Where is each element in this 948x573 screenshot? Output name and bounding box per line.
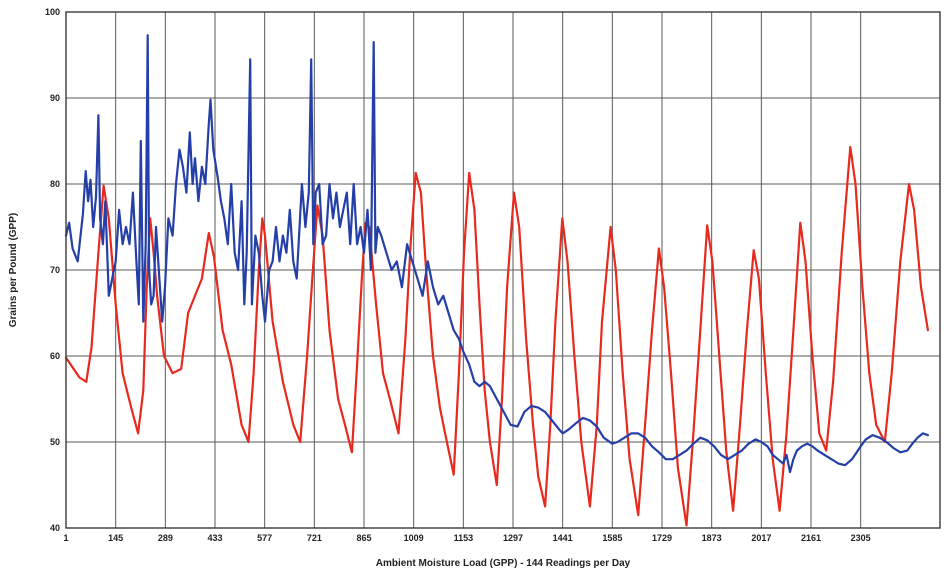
x-tick-label: 289 xyxy=(158,533,173,543)
x-tick-label: 1585 xyxy=(602,533,622,543)
x-axis-title: Ambient Moisture Load (GPP) - 144 Readin… xyxy=(376,558,631,569)
y-tick-label: 90 xyxy=(50,93,60,103)
x-tick-label: 1441 xyxy=(553,533,573,543)
x-tick-label: 145 xyxy=(108,533,123,543)
y-tick-label: 40 xyxy=(50,523,60,533)
y-tick-label: 100 xyxy=(45,7,60,17)
y-tick-labels: 40 50 60 70 80 90 100 xyxy=(45,7,60,533)
series-line-blue xyxy=(64,34,929,474)
series-layer xyxy=(64,34,929,527)
x-tick-label: 721 xyxy=(307,533,322,543)
y-tick-label: 50 xyxy=(50,437,60,447)
series-line-red xyxy=(64,145,929,527)
y-tick-label: 60 xyxy=(50,351,60,361)
x-tick-label: 1 xyxy=(63,533,68,543)
x-tick-labels: 1 145 289 433 577 721 865 1009 1153 1297 1441 1585 1… xyxy=(63,533,870,543)
x-tick-label: 2305 xyxy=(851,533,871,543)
x-tick-label: 1729 xyxy=(652,533,672,543)
plot-frame xyxy=(65,11,941,529)
y-tick-label: 70 xyxy=(50,265,60,275)
x-tick-label: 433 xyxy=(207,533,222,543)
y-tick-label: 80 xyxy=(50,179,60,189)
x-tick-label: 2017 xyxy=(751,533,771,543)
y-axis-title: Grains per Pound (GPP) xyxy=(8,213,19,327)
x-tick-label: 1153 xyxy=(454,533,474,543)
x-tick-label: 1873 xyxy=(702,533,722,543)
x-tick-label: 577 xyxy=(257,533,272,543)
x-tick-label: 1297 xyxy=(503,533,523,543)
x-tick-label: 865 xyxy=(356,533,371,543)
x-tick-label: 1009 xyxy=(404,533,424,543)
x-tick-label: 2161 xyxy=(801,533,821,543)
